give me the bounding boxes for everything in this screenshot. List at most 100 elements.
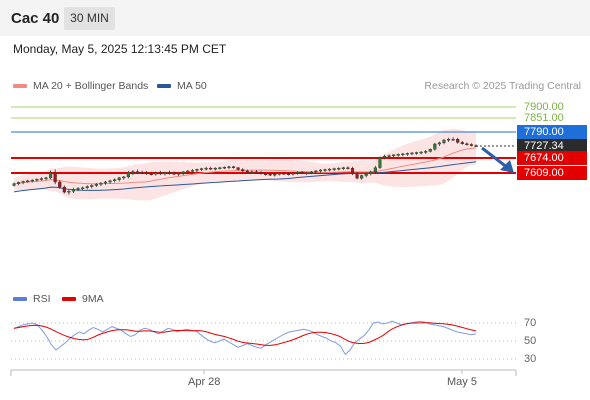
candle-body [53, 172, 57, 183]
candle-body [414, 152, 419, 154]
chart-datetime: Monday, May 5, 2025 12:13:45 PM CET [13, 42, 227, 56]
rsi-label: RSI [33, 293, 51, 305]
candle-body [39, 178, 44, 180]
candle-body [227, 166, 231, 168]
candle-body [264, 173, 268, 175]
candle-body [204, 167, 208, 170]
candle-body [314, 170, 318, 173]
candle-body [140, 172, 144, 174]
candle-body [442, 139, 446, 144]
candle-body [26, 180, 30, 183]
candle-body [190, 170, 194, 172]
candle-body [360, 175, 364, 179]
x-label-apr28: Apr 28 [188, 376, 221, 388]
candle-body [273, 173, 277, 176]
level-tag-7674: 7674.00 [517, 151, 587, 165]
rsi-ma-line [13, 322, 477, 346]
candle-body [44, 177, 48, 180]
candle-body [181, 171, 185, 174]
candle-body [67, 190, 71, 193]
candle-body [195, 169, 199, 171]
rsi-level-30: 30 [524, 353, 537, 365]
level-label-7851: 7851.00 [524, 112, 564, 124]
candle-body [76, 188, 80, 190]
candle-body [350, 167, 355, 175]
candle-body [30, 179, 34, 182]
candle-body [218, 167, 222, 169]
candle-body [236, 167, 240, 170]
candle-body [167, 172, 172, 174]
candle-body [341, 167, 345, 169]
candle-body [17, 182, 21, 185]
rsi-line [13, 320, 477, 356]
timeframe-button[interactable]: 30 MIN [64, 7, 115, 30]
level-label-7900: 7900.00 [524, 101, 564, 113]
candle-body [21, 181, 25, 183]
candle-body [433, 143, 437, 150]
candle-body [323, 169, 327, 171]
symbol-title: Cac 40 [11, 10, 60, 27]
candle-body [328, 168, 332, 171]
candle-body [149, 173, 153, 175]
candle-body [250, 171, 254, 173]
candle-body [410, 152, 414, 155]
level-tag-7609: 7609.00 [517, 166, 587, 180]
candle-body [355, 173, 359, 179]
candle-body [231, 166, 236, 168]
ma20-label: MA 20 + Bollinger Bands [33, 80, 149, 92]
candle-body [392, 154, 396, 157]
candle-body [373, 167, 377, 173]
candle-body [332, 168, 336, 170]
candle-body [428, 149, 432, 152]
bollinger-band [14, 128, 476, 201]
candle-body [337, 167, 341, 170]
candle-body [108, 180, 112, 183]
candle-body [268, 173, 272, 176]
candle-body [369, 171, 373, 174]
candle-body [177, 173, 181, 175]
candle-body [90, 185, 94, 187]
candle-body [35, 179, 39, 181]
candle-body [259, 172, 263, 174]
candle-body [49, 172, 53, 179]
level-tag-7790: 7790.00 [517, 125, 587, 139]
candle-body [172, 173, 176, 175]
ma50-line [13, 161, 477, 193]
candle-body [286, 173, 291, 175]
candle-body [346, 167, 350, 169]
last-price-tag: 7727.34 [517, 139, 587, 153]
ma50-swatch [157, 84, 171, 89]
candle-body [135, 171, 140, 173]
rsi-level-50: 50 [524, 335, 537, 347]
candle-body [405, 153, 409, 155]
candle-body [282, 173, 286, 175]
candle-body [199, 168, 204, 170]
candle-body [71, 189, 76, 192]
candle-body [154, 172, 158, 175]
candle-body [117, 177, 121, 180]
candle-body [85, 186, 89, 188]
candle-body [126, 172, 130, 178]
candle-body [401, 153, 405, 156]
candle-body [99, 182, 103, 185]
ma20-line [13, 147, 477, 185]
forecast-arrow-head [500, 160, 514, 173]
candle-body [213, 167, 217, 170]
candle-body [387, 155, 391, 157]
candle-body [145, 172, 149, 174]
legend-ma50: MA 50 [157, 80, 207, 92]
candle-body [309, 171, 313, 174]
candle-body [382, 155, 387, 158]
candle-body [300, 172, 304, 174]
candle-body [318, 169, 323, 172]
legend-9ma: 9MA [62, 293, 104, 305]
rsi-swatch [13, 297, 27, 302]
candle-body [474, 145, 478, 147]
candle-body [254, 171, 259, 173]
credit-text: Research © 2025 Trading Central [424, 80, 581, 92]
ma20-swatch [13, 84, 27, 89]
rsi-level-70: 70 [524, 317, 537, 329]
candle-body [94, 184, 98, 186]
candle-body [364, 173, 368, 176]
